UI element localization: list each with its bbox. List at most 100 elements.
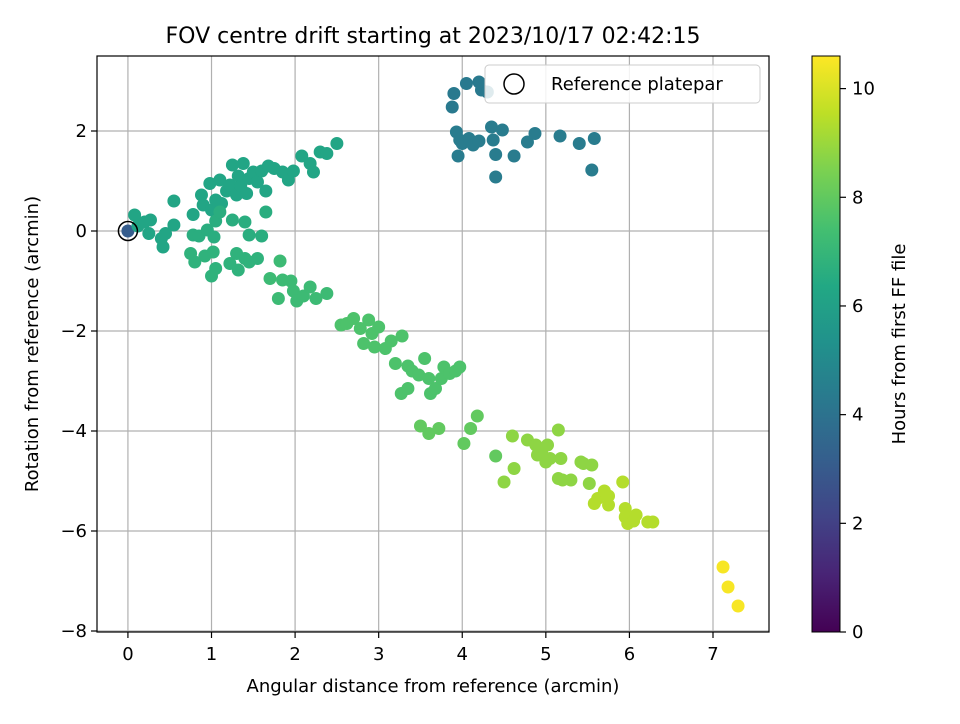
- colorbar-ticks: 0 2 4 6 8 10: [840, 79, 875, 643]
- data-point: [422, 372, 436, 385]
- data-point: [203, 177, 217, 190]
- data-point: [602, 498, 616, 512]
- data-point: [485, 120, 499, 134]
- data-point: [259, 205, 273, 219]
- data-point: [242, 228, 256, 242]
- data-point: [445, 100, 459, 114]
- data-point: [486, 133, 500, 147]
- data-point: [520, 135, 534, 149]
- data-point: [572, 137, 586, 150]
- data-point: [731, 599, 745, 613]
- data-point: [616, 475, 630, 489]
- data-point: [459, 77, 473, 90]
- x-tick-label: 3: [373, 644, 384, 665]
- data-point: [296, 289, 310, 303]
- data-point: [250, 252, 264, 265]
- data-point: [309, 292, 323, 305]
- data-point: [507, 149, 521, 163]
- data-point: [451, 149, 465, 163]
- data-point: [306, 165, 320, 179]
- data-point: [629, 508, 643, 522]
- data-point: [236, 157, 250, 170]
- data-point: [284, 274, 298, 288]
- data-point: [507, 462, 521, 475]
- data-point: [388, 357, 402, 370]
- y-tick-label: −6: [60, 521, 87, 542]
- data-point: [347, 312, 361, 325]
- data-point: [159, 227, 173, 240]
- chart-title: FOV centre drift starting at 2023/10/17 …: [166, 24, 701, 49]
- data-point: [353, 322, 367, 335]
- data-point: [286, 164, 300, 178]
- colorbar-tick-label: 2: [852, 513, 863, 534]
- data-point: [721, 580, 735, 594]
- data-point: [263, 272, 277, 285]
- data-point: [303, 280, 317, 294]
- x-axis-label: Angular distance from reference (arcmin): [247, 676, 620, 697]
- colorbar-tick-label: 4: [852, 405, 863, 426]
- data-point: [223, 178, 237, 192]
- y-axis-ticks: −8 −6 −4 −2 0 2: [60, 121, 97, 642]
- data-point: [429, 382, 443, 395]
- x-tick-label: 1: [206, 644, 217, 665]
- legend-box: [484, 64, 761, 104]
- data-point: [372, 320, 386, 334]
- data-point: [225, 213, 239, 227]
- data-point: [213, 205, 227, 219]
- data-point: [432, 422, 446, 435]
- y-tick-label: 2: [76, 121, 87, 142]
- data-point: [240, 187, 254, 200]
- data-point: [587, 132, 601, 145]
- data-point: [271, 292, 285, 305]
- data-point: [194, 188, 208, 202]
- data-point: [121, 224, 135, 238]
- y-tick-label: 0: [76, 221, 87, 242]
- data-point: [497, 475, 511, 489]
- data-point: [330, 137, 344, 150]
- data-point: [646, 515, 660, 529]
- data-point: [167, 194, 181, 208]
- grid-lines: [97, 56, 769, 632]
- data-point: [357, 337, 371, 350]
- data-point: [422, 427, 436, 440]
- data-point: [495, 123, 509, 137]
- data-point: [273, 254, 287, 268]
- data-point: [401, 382, 415, 395]
- data-point: [186, 208, 200, 221]
- scatter-points: [117, 75, 745, 613]
- data-point: [472, 134, 486, 148]
- y-axis-label: Rotation from reference (arcmin): [22, 196, 43, 492]
- legend-marker-icon: [503, 73, 525, 95]
- data-point: [367, 340, 381, 354]
- data-point: [231, 169, 245, 183]
- data-point: [489, 170, 503, 184]
- plot-frame: [96, 55, 770, 633]
- data-point: [553, 129, 567, 143]
- data-point: [167, 218, 181, 232]
- data-point: [143, 213, 157, 227]
- data-point: [489, 148, 503, 161]
- x-tick-label: 0: [122, 644, 133, 665]
- data-point: [585, 458, 599, 472]
- y-tick-label: −8: [60, 621, 87, 642]
- data-point: [320, 147, 334, 160]
- data-point: [320, 287, 334, 300]
- data-point: [188, 255, 202, 269]
- colorbar-tick-label: 6: [852, 296, 863, 317]
- data-point: [564, 473, 578, 487]
- y-tick-label: −4: [60, 421, 87, 442]
- y-tick-label: −2: [60, 321, 87, 342]
- data-point: [489, 449, 503, 463]
- data-point: [582, 477, 596, 490]
- x-tick-label: 7: [707, 644, 718, 665]
- legend: Reference platepar: [484, 64, 761, 104]
- data-point: [128, 208, 142, 222]
- colorbar-label: Hours from first FF file: [889, 244, 910, 445]
- colorbar: [811, 55, 841, 633]
- data-point: [207, 230, 221, 244]
- data-point: [413, 419, 427, 433]
- data-point: [602, 489, 616, 503]
- data-point: [447, 87, 461, 100]
- data-point: [209, 262, 223, 275]
